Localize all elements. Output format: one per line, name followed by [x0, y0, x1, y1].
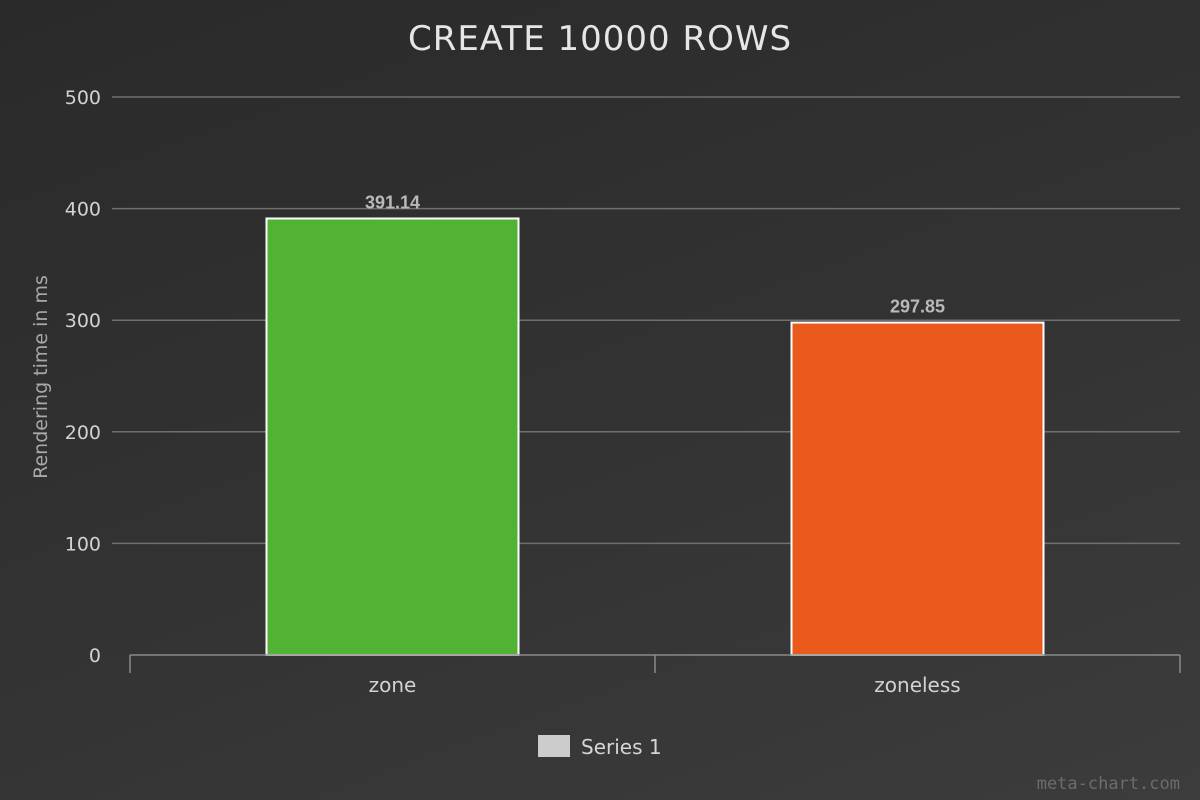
- y-tick-label: 100: [65, 533, 101, 555]
- data-label-zoneless: 297.85: [890, 297, 945, 317]
- y-tick-label: 400: [65, 199, 101, 221]
- legend-swatch: [538, 735, 570, 757]
- bar-zoneless: [790, 321, 1045, 656]
- y-tick-label: 500: [65, 87, 101, 109]
- watermark: meta-chart.com: [1037, 774, 1180, 794]
- y-axis-title: Rendering time in ms: [30, 275, 52, 479]
- y-axis-ticks: 0 100 200 300 400 500: [65, 87, 101, 667]
- legend: Series 1: [538, 735, 662, 759]
- chart-title: CREATE 10000 ROWS: [408, 19, 792, 59]
- y-tick-label: 0: [89, 645, 101, 667]
- x-tick-label-zoneless: zoneless: [874, 673, 960, 697]
- x-axis: zone zoneless: [129, 654, 1181, 697]
- x-tick-label-zone: zone: [369, 673, 417, 697]
- y-tick-label: 200: [65, 422, 101, 444]
- bar-zone: [265, 217, 520, 656]
- data-label-zone: 391.14: [365, 192, 420, 212]
- y-tick-label: 300: [65, 310, 101, 332]
- bars: [265, 217, 1045, 656]
- legend-label: Series 1: [581, 735, 662, 759]
- data-labels: 391.14 297.85: [365, 192, 945, 316]
